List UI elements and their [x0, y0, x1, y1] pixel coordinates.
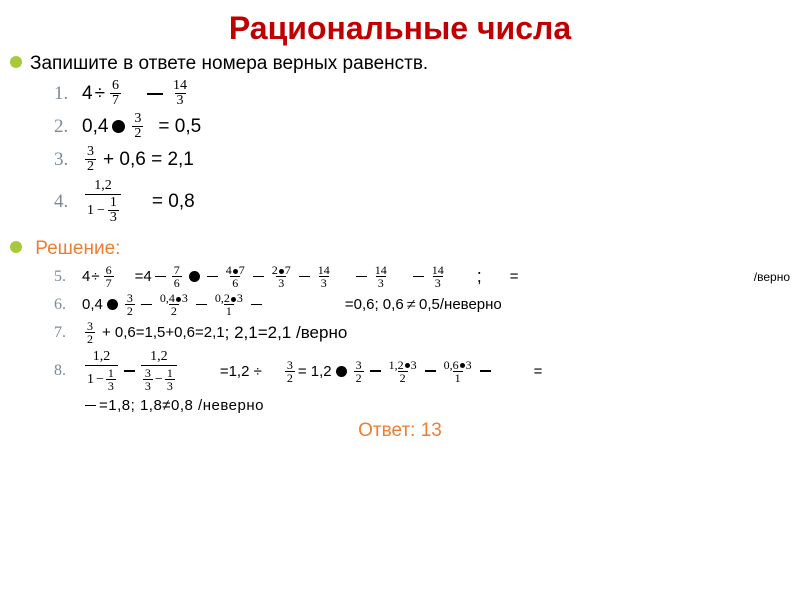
neq-icon: ≠ [407, 295, 416, 315]
frac-3-2b: 32 [85, 145, 96, 174]
bullet-icon-2 [10, 241, 22, 253]
item-1-pre: 4 [82, 83, 93, 105]
mult-dot-icon [189, 271, 200, 282]
item-2-num: 2. [54, 116, 82, 138]
sol-5-verdict: /верно [754, 270, 790, 284]
sol-7-num: 7. [54, 324, 82, 342]
eq-dash [147, 93, 163, 95]
mult-dot-icon [336, 366, 347, 377]
title: Рациональные числа [10, 10, 790, 47]
sol-8-num: 8. [54, 362, 82, 380]
item-1-div: ÷ [95, 83, 105, 105]
sol-6-verdict: 0,5/неверно [419, 296, 502, 313]
answer: Ответ: 13 [10, 420, 790, 442]
item-2-rhs: = 0,5 [158, 116, 201, 138]
mult-dot-icon [112, 120, 125, 133]
frac-6-7: 67 [110, 79, 121, 108]
sol-6-num: 6. [54, 296, 82, 314]
item-3-rest: + 0,6 = 2,1 [103, 149, 194, 171]
frac-3-2: 32 [132, 112, 143, 141]
sol-5-pre: 4 [82, 268, 90, 285]
bullet-icon [10, 56, 22, 68]
item-4-num: 4. [54, 191, 82, 213]
solution-label: Решение: [10, 238, 790, 260]
frac-14-3: 143 [171, 79, 189, 108]
item-3-num: 3. [54, 149, 82, 171]
complex-frac-1: 1,2 1 − 13 [85, 179, 121, 225]
sol-8-verdict: =1,8; 1,8≠0,8 /неверно [99, 397, 264, 414]
sol-7-verdict: ; 2,1=2,1 /верно [225, 323, 348, 343]
problem-intro: Запишите в ответе номера верных равенств… [30, 53, 428, 75]
sol-5-num: 5. [54, 268, 82, 286]
item-1-num: 1. [54, 83, 82, 105]
mult-dot-icon [107, 299, 118, 310]
item-4-rhs: = 0,8 [152, 191, 195, 213]
item-2-a: 0,4 [82, 116, 108, 138]
